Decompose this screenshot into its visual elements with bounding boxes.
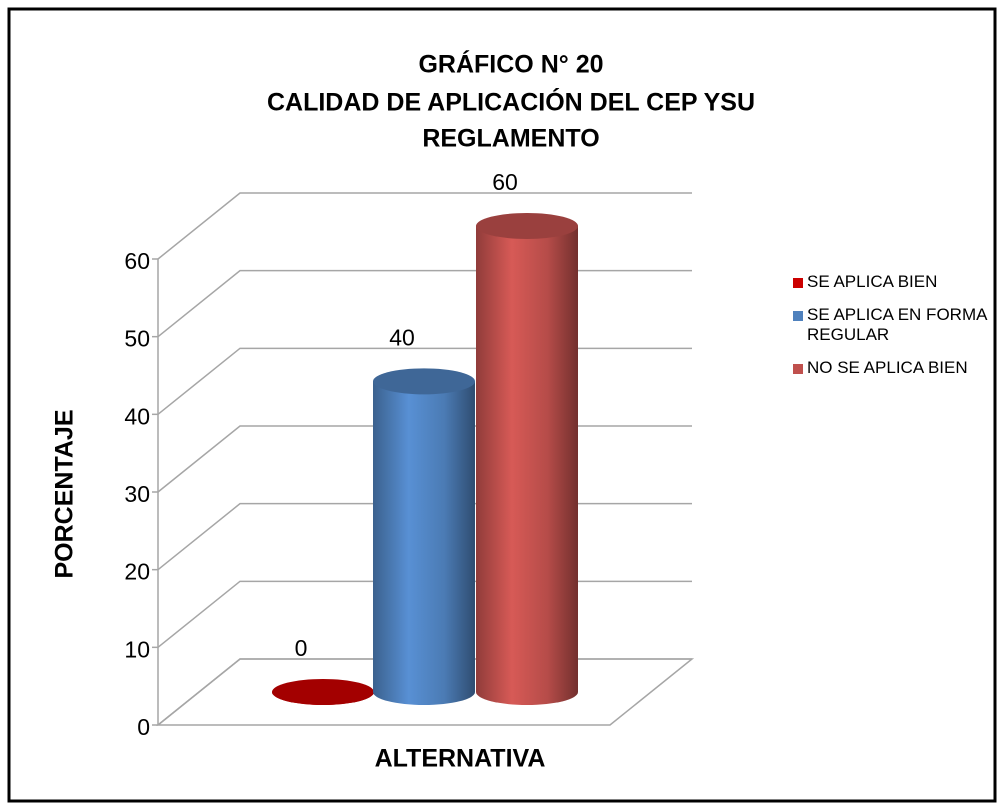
- legend-swatch: [793, 278, 803, 288]
- bar: [373, 368, 475, 705]
- legend-item: NO SE APLICA BIEN: [793, 358, 998, 378]
- y-tick-label: 20: [124, 559, 150, 585]
- legend-item: SE APLICA EN FORMA REGULAR: [793, 305, 998, 345]
- y-tick-label: 0: [137, 714, 150, 740]
- legend: SE APLICA BIEN SE APLICA EN FORMA REGULAR…: [793, 272, 998, 391]
- grid-line: [157, 192, 692, 260]
- data-label: 40: [389, 324, 415, 350]
- frame: [7, 7, 997, 803]
- chart-title: REGLAMENTO: [422, 125, 599, 153]
- legend-item: SE APLICA BIEN: [793, 272, 998, 292]
- bar-top: [476, 213, 578, 239]
- data-label: 60: [492, 169, 518, 195]
- y-tick-label: 50: [124, 326, 150, 352]
- bar-body: [373, 381, 475, 705]
- y-tick-label: 30: [124, 481, 150, 507]
- bar: [476, 213, 578, 705]
- bar-top: [272, 679, 374, 705]
- legend-swatch: [793, 364, 803, 374]
- bar: [272, 679, 374, 705]
- x-axis-label: ALTERNATIVA: [375, 745, 546, 773]
- y-tick-label: 10: [124, 636, 150, 662]
- grid-line: [157, 269, 692, 338]
- bar-body: [476, 226, 578, 705]
- bar-top: [373, 368, 475, 395]
- y-tick-label: 40: [124, 403, 150, 429]
- y-axis-label: PORCENTAJE: [51, 409, 79, 578]
- legend-label: NO SE APLICA BIEN: [807, 358, 968, 377]
- chart-title: CALIDAD DE APLICACIÓN DEL CEP YSU: [267, 87, 755, 117]
- legend-label: SE APLICA EN FORMA REGULAR: [807, 305, 987, 344]
- legend-label: SE APLICA BIEN: [807, 272, 938, 291]
- legend-swatch: [793, 311, 803, 321]
- y-tick-label: 60: [124, 248, 150, 274]
- data-label: 0: [295, 635, 308, 661]
- chart-title: GRÁFICO N° 20: [418, 50, 603, 79]
